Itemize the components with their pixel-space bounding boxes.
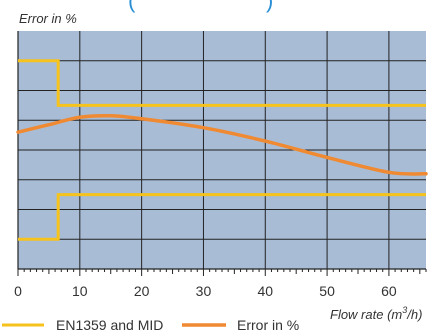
y-axis-title: Error in % xyxy=(19,11,77,26)
error-curve xyxy=(16,113,428,176)
limit-line-upper xyxy=(18,59,426,107)
x-tick-label-4: 40 xyxy=(257,283,273,299)
legend: EN1359 and MID Error in % xyxy=(2,317,299,333)
chart-title-left: ( xyxy=(128,0,136,13)
legend-label-limit: EN1359 and MID xyxy=(56,317,163,333)
limit-line-lower xyxy=(18,193,426,241)
x-tick-label-5: 50 xyxy=(319,283,335,299)
x-tick-label-1: 10 xyxy=(72,283,88,299)
legend-label-error: Error in % xyxy=(237,317,299,333)
x-axis-title-tail: /h) xyxy=(406,307,422,322)
grid-lines xyxy=(17,31,426,269)
x-axis-title-main: Flow rate (m xyxy=(330,307,402,322)
x-axis-title-sup: 3 xyxy=(402,305,407,315)
x-tick-label-2: 20 xyxy=(134,283,150,299)
x-axis: 0 10 20 30 40 50 60 xyxy=(14,268,427,299)
x-tick-label-0: 0 xyxy=(14,283,22,299)
series-layer xyxy=(16,59,428,241)
chart-title-right: ) xyxy=(266,0,273,13)
x-axis-title: Flow rate (m3/h) xyxy=(330,305,422,322)
x-tick-label-3: 30 xyxy=(196,283,212,299)
x-tick-label-6: 60 xyxy=(381,283,397,299)
